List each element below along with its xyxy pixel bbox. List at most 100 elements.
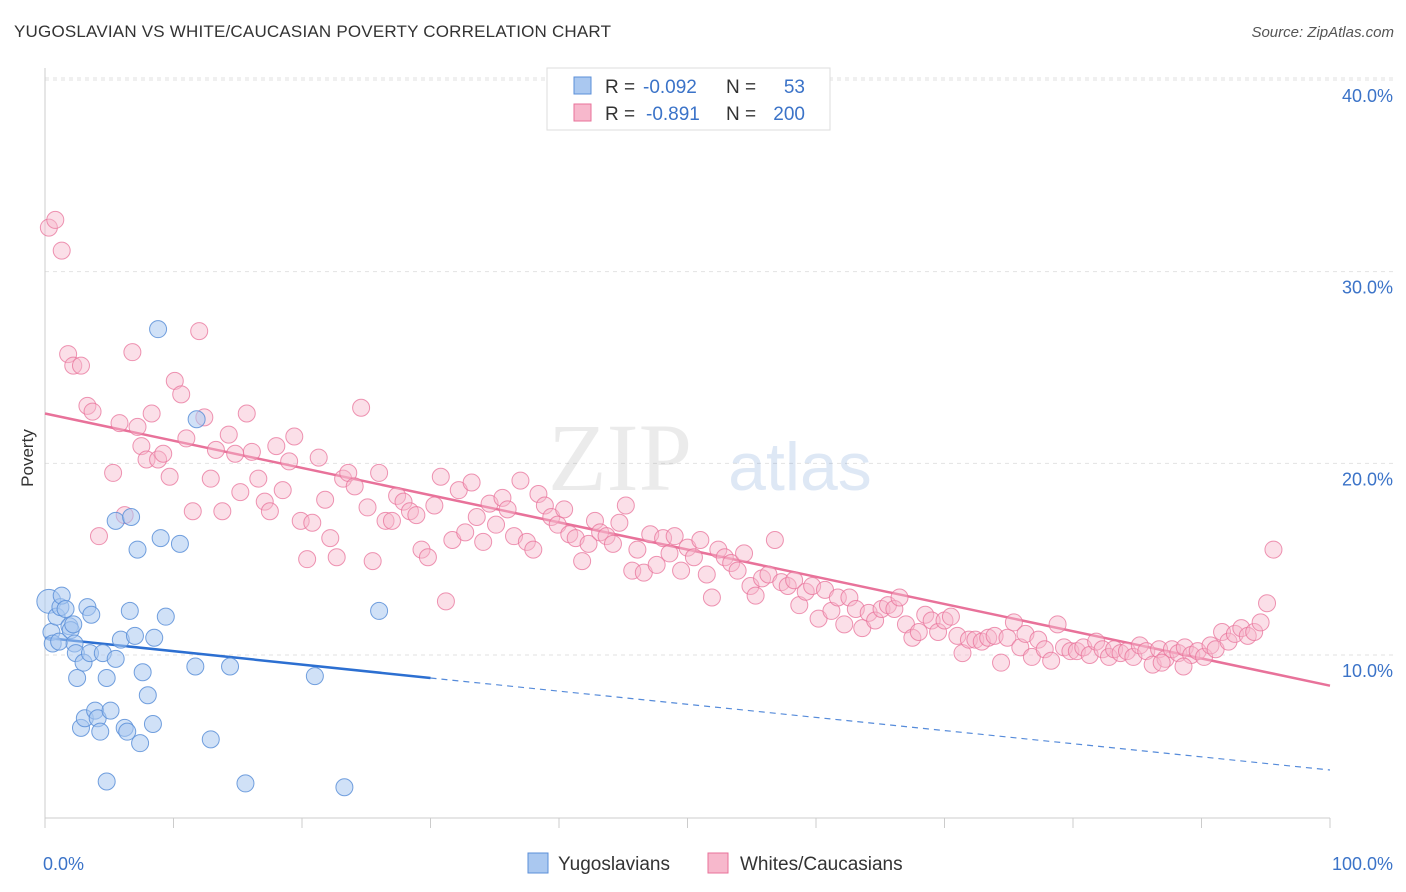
point-whites [498, 500, 517, 519]
series-yugoslavians-points [36, 320, 389, 797]
point-whites [929, 623, 948, 641]
point-whites [172, 385, 191, 404]
point-yugoslavians [170, 534, 189, 553]
point-whites [89, 527, 108, 546]
point-yugoslavians [128, 540, 147, 559]
point-whites [890, 588, 909, 607]
point-whites [132, 437, 151, 456]
point-whites [840, 588, 859, 607]
point-whites [623, 561, 642, 580]
point-whites [298, 550, 317, 569]
point-whites [1152, 653, 1171, 672]
point-whites [1087, 632, 1106, 651]
axes [44, 68, 1331, 828]
chart-title: YUGOSLAVIAN VS WHITE/CAUCASIAN POVERTY C… [14, 22, 612, 41]
point-whites [255, 492, 274, 511]
point-whites [722, 554, 741, 572]
point-whites [573, 552, 592, 571]
point-whites [285, 427, 304, 446]
point-whites [237, 404, 256, 423]
watermark-zip: ZIP [548, 404, 692, 511]
watermark: ZIP atlas [548, 404, 872, 511]
point-whites [1029, 630, 1048, 649]
point-whites [1245, 623, 1264, 641]
y-tick-label: 40.0% [1342, 86, 1393, 106]
point-whites [529, 485, 548, 503]
point-whites [345, 477, 364, 496]
point-whites [585, 511, 604, 530]
point-whites [142, 404, 161, 423]
point-yugoslavians [125, 626, 144, 645]
trend-yugoslavians [44, 636, 431, 680]
point-whites [548, 515, 567, 534]
point-whites [206, 440, 225, 459]
x-tick-label-max: 100.0% [1332, 854, 1393, 874]
point-yugoslavians [133, 663, 152, 682]
point-yugoslavians [82, 605, 101, 624]
point-whites [352, 398, 371, 417]
point-whites [71, 356, 90, 375]
point-whites [998, 628, 1017, 647]
point-whites [765, 531, 784, 549]
y-tick-label: 30.0% [1342, 278, 1393, 298]
point-yugoslavians [118, 722, 137, 741]
y-tick-labels: 10.0% 20.0% 30.0% 40.0% [1342, 86, 1393, 681]
point-whites [418, 548, 437, 567]
point-whites [267, 437, 286, 456]
legend-swatch-whites [707, 852, 729, 874]
point-whites [487, 515, 506, 534]
point-whites [123, 343, 142, 362]
point-whites [177, 429, 196, 448]
stats-n-label-2: N = [726, 104, 756, 125]
point-yugoslavians [151, 529, 170, 548]
trend-lines [44, 412, 1331, 771]
stats-n-value-2: 200 [773, 104, 805, 125]
point-whites [382, 511, 401, 530]
point-yugoslavians [370, 601, 389, 620]
point-whites [1251, 613, 1270, 632]
point-whites [46, 210, 65, 229]
point-whites [524, 540, 543, 559]
point-whites [1042, 651, 1061, 670]
point-whites [376, 511, 395, 530]
point-yugoslavians [91, 722, 110, 741]
point-whites [948, 626, 967, 645]
point-yugoslavians [335, 778, 354, 797]
point-yugoslavians [68, 669, 87, 687]
point-whites [467, 508, 486, 526]
x-tick-labels: 0.0% 100.0% [43, 854, 1393, 874]
point-whites [1004, 613, 1023, 632]
stats-n-label-1: N = [726, 77, 756, 98]
point-whites [83, 402, 102, 421]
point-whites [321, 529, 340, 548]
stats-swatch-yugoslavians [573, 76, 592, 95]
stats-swatch-whites [573, 103, 592, 122]
point-yugoslavians [101, 701, 120, 720]
point-whites [201, 469, 220, 488]
watermark-atlas: atlas [728, 429, 872, 505]
point-whites [835, 615, 854, 634]
point-whites [702, 588, 721, 607]
point-whites [697, 565, 716, 584]
point-yugoslavians [149, 320, 168, 339]
point-yugoslavians [138, 686, 157, 705]
x-tick-label-min: 0.0% [43, 854, 84, 874]
point-whites [370, 463, 389, 482]
point-whites [39, 218, 58, 237]
grid-lines [45, 77, 1395, 656]
y-tick-label: 10.0% [1342, 661, 1393, 681]
point-yugoslavians [143, 715, 162, 733]
point-whites [735, 544, 754, 563]
y-axis-label: Poverty [18, 429, 37, 487]
point-yugoslavians [201, 730, 220, 749]
point-whites [535, 496, 554, 515]
point-yugoslavians [106, 511, 125, 530]
point-whites [412, 540, 431, 559]
point-yugoslavians [186, 657, 205, 676]
point-whites [190, 322, 209, 341]
point-yugoslavians [64, 615, 83, 634]
y-tick-label: 20.0% [1342, 469, 1393, 489]
point-whites [909, 623, 928, 641]
legend-label-yugoslavians: Yugoslavians [558, 854, 670, 875]
